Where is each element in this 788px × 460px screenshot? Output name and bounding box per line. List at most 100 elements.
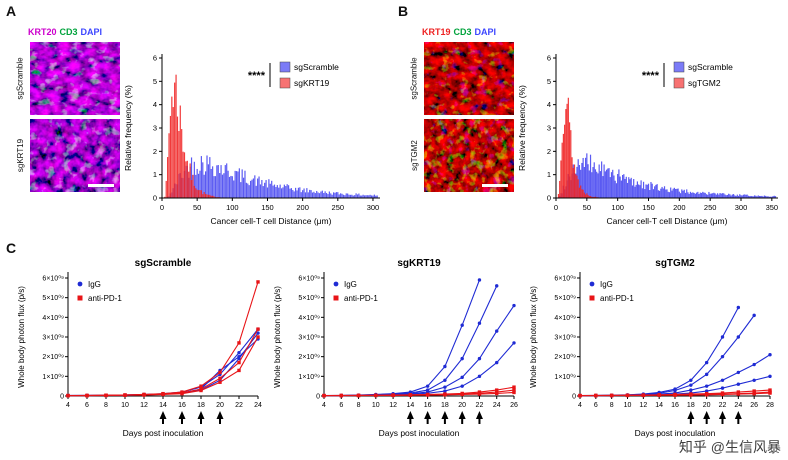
svg-text:18: 18 [441,402,449,409]
svg-text:12: 12 [389,402,397,409]
stain-cd3-label-a: CD3 [59,27,78,37]
svg-text:1: 1 [547,170,551,179]
svg-text:6: 6 [339,402,343,409]
svg-text:6: 6 [547,54,551,63]
svg-text:150: 150 [642,203,655,212]
svg-text:14: 14 [655,402,663,409]
svg-text:200: 200 [296,203,309,212]
svg-text:sgTGM2: sgTGM2 [655,258,695,269]
panel-c-label: C [6,240,17,256]
svg-text:50: 50 [193,203,201,212]
panel-a-label: A [6,3,17,19]
svg-text:2×10⁰⁹: 2×10⁰⁹ [298,353,320,361]
svg-text:anti-PD-1: anti-PD-1 [344,294,378,303]
line-chart-sgscramble: sgScramble 4 6 8 10 12 14 16 18 20 22 24 0 1×10⁰⁹ 2×10… [14,252,266,457]
svg-text:sgScramble: sgScramble [688,62,733,72]
svg-text:22: 22 [476,402,484,409]
svg-text:4: 4 [322,402,326,409]
svg-text:16: 16 [424,402,432,409]
svg-text:3×10⁰⁹: 3×10⁰⁹ [298,334,320,342]
image-label-text: sgScramble [16,57,25,100]
svg-text:Days post inoculation: Days post inoculation [635,428,716,438]
svg-text:anti-PD-1: anti-PD-1 [88,294,122,303]
svg-text:6×10⁰⁹: 6×10⁰⁹ [42,275,64,283]
svg-text:IgG: IgG [88,280,101,289]
svg-text:4: 4 [66,402,70,409]
svg-text:8: 8 [357,402,361,409]
svg-text:5×10⁰⁹: 5×10⁰⁹ [554,294,576,302]
line-chart-sgtgm2: sgTGM2 4 6 8 10 12 14 16 18 20 22 24 26 28 0 1×10⁰⁹ 2×10… [526,252,778,457]
microscopy-image-b-sgscramble [424,42,514,115]
svg-text:26: 26 [510,402,518,409]
scale-bar-b [482,184,508,187]
svg-text:0: 0 [554,203,558,212]
svg-text:16: 16 [178,402,186,409]
svg-text:6: 6 [153,54,157,63]
microscopy-image-b-sgtgm2 [424,119,514,192]
image-label-text: sgKRT19 [16,138,26,173]
svg-text:3: 3 [547,124,551,133]
svg-text:Whole body photon flux (p/s): Whole body photon flux (p/s) [273,286,282,388]
svg-text:50: 50 [583,203,591,212]
watermark: 知乎 @生信风暴 [675,437,784,457]
svg-text:2×10⁰⁹: 2×10⁰⁹ [42,353,64,361]
svg-text:sgTGM2: sgTGM2 [688,78,721,88]
svg-text:20: 20 [216,402,224,409]
svg-text:6: 6 [594,402,598,409]
svg-text:0: 0 [316,394,320,401]
svg-text:0: 0 [547,194,551,203]
svg-text:350: 350 [766,203,779,212]
svg-text:14: 14 [406,402,414,409]
svg-text:sgScramble: sgScramble [135,258,192,269]
stain-dapi-label-b: DAPI [474,27,497,37]
svg-text:12: 12 [140,402,148,409]
image-label-a-sgscramble: sgScramble [14,42,27,115]
svg-text:6×10⁰⁹: 6×10⁰⁹ [554,275,576,283]
svg-text:22: 22 [235,402,243,409]
histogram-chart-b: 0 50 100 150 200 250 300 350 0 1 2 3 4 5 6 Cancer cell-… [514,40,788,245]
stain-krt19-label: KRT19 [422,27,451,37]
line-chart-sgkrt19: sgKRT19 4 6 8 10 12 14 16 18 20 22 24 26 0 1×10⁰⁹ 2×10⁰… [270,252,522,457]
svg-text:20: 20 [458,402,466,409]
svg-text:0: 0 [572,394,576,401]
svg-text:Days post inoculation: Days post inoculation [379,428,460,438]
svg-text:3×10⁰⁹: 3×10⁰⁹ [42,334,64,342]
svg-text:12: 12 [639,402,647,409]
svg-text:1: 1 [153,170,157,179]
image-label-b-sgscramble: sgScramble [408,42,421,115]
svg-text:IgG: IgG [600,280,613,289]
svg-text:4: 4 [547,100,551,109]
svg-text:Cancer cell-T cell Distance (μ: Cancer cell-T cell Distance (μm) [607,216,728,226]
svg-text:Relative frequency (%): Relative frequency (%) [517,85,527,171]
svg-text:Relative frequency (%): Relative frequency (%) [123,85,133,171]
svg-text:20: 20 [703,402,711,409]
svg-text:0: 0 [60,394,64,401]
svg-text:0: 0 [153,194,157,203]
svg-text:10: 10 [121,402,129,409]
svg-text:100: 100 [611,203,624,212]
stain-dapi-label-a: DAPI [80,27,103,37]
svg-text:250: 250 [332,203,345,212]
svg-text:sgKRT19: sgKRT19 [397,258,441,269]
svg-text:1×10⁰⁹: 1×10⁰⁹ [42,373,64,381]
stain-header-b: KRT19 CD3 DAPI [422,27,499,37]
svg-text:10: 10 [624,402,632,409]
histogram-chart-a: 0 50 100 150 200 250 300 0 1 2 3 4 5 6 Cancer cell-T c… [120,40,390,245]
svg-text:Days post inoculation: Days post inoculation [123,428,204,438]
svg-text:5×10⁰⁹: 5×10⁰⁹ [42,294,64,302]
stain-header-a: KRT20 CD3 DAPI [28,27,105,37]
svg-text:1×10⁰⁹: 1×10⁰⁹ [554,373,576,381]
svg-text:8: 8 [610,402,614,409]
svg-text:18: 18 [197,402,205,409]
svg-text:28: 28 [766,402,774,409]
svg-text:6: 6 [85,402,89,409]
svg-text:2: 2 [547,147,551,156]
svg-text:300: 300 [367,203,380,212]
watermark-text: 知乎 @生信风暴 [678,439,781,455]
svg-text:22: 22 [719,402,727,409]
svg-text:26: 26 [750,402,758,409]
svg-text:0: 0 [160,203,164,212]
svg-text:8: 8 [104,402,108,409]
svg-text:24: 24 [734,402,742,409]
